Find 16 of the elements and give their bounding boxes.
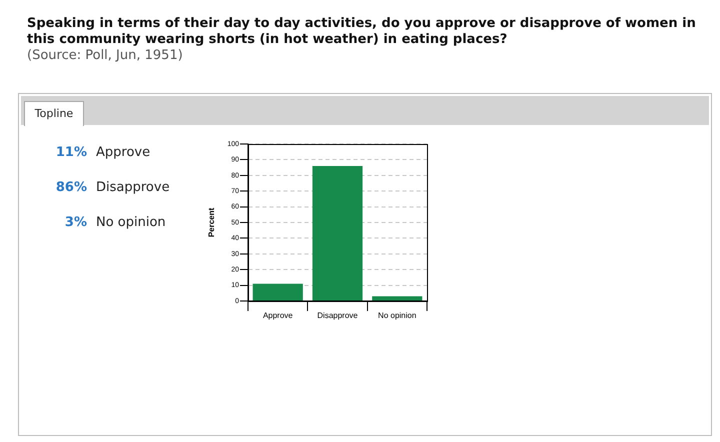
x-tick-label: Approve — [262, 311, 294, 320]
text: Disapprove — [96, 179, 170, 197]
text: 3% — [64, 214, 87, 232]
bar — [372, 296, 422, 300]
bar — [252, 284, 303, 300]
tab: Topline — [24, 101, 84, 126]
x-tick-label: No opinion — [378, 311, 416, 320]
y-axis-title: Percent — [207, 207, 216, 238]
text: 11% — [56, 144, 87, 162]
x-tick-label: Disapprove — [317, 311, 358, 320]
chart-title: Speaking in terms of their day to day activities, do you approve or disapprove of women in this community wearing shorts (in hot weather) in eating places? — [27, 16, 697, 48]
bar — [312, 166, 363, 300]
text: Approve — [96, 144, 150, 162]
text: (Source: Poll, Jun, 1951) — [27, 48, 183, 64]
text: No opinion — [96, 214, 166, 232]
text: 86% — [56, 179, 87, 197]
